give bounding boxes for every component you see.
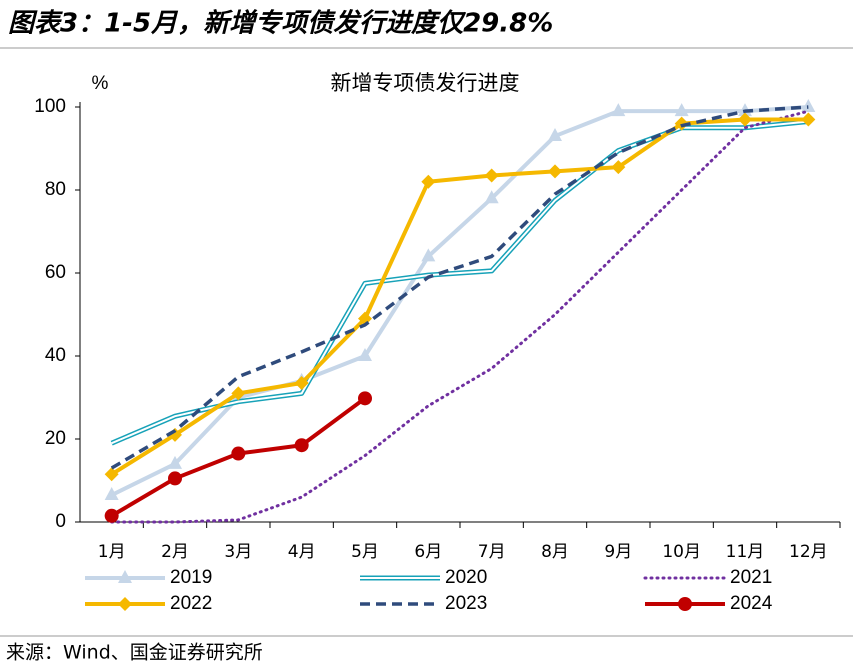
- marker: [168, 471, 182, 486]
- series-line: [110, 117, 809, 476]
- x-tick-label: 7月: [478, 542, 506, 562]
- y-tick-label: 40: [45, 345, 66, 366]
- marker: [358, 311, 372, 326]
- legend-label: 2021: [730, 567, 772, 588]
- legend-marker: [118, 570, 132, 583]
- legend-marker: [678, 597, 692, 611]
- source: 来源：Wind、国金证券研究所: [6, 642, 263, 664]
- marker: [104, 467, 119, 482]
- y-tick-label: 60: [45, 262, 66, 283]
- x-tick-label: 4月: [288, 542, 316, 562]
- marker: [358, 391, 372, 406]
- series-line: [110, 105, 809, 470]
- legend-label: 2019: [170, 567, 212, 588]
- legend-label: 2024: [730, 593, 773, 614]
- marker: [294, 438, 309, 453]
- marker: [294, 375, 309, 390]
- marker: [168, 455, 182, 469]
- y-tick-label: 80: [45, 179, 66, 200]
- marker: [801, 112, 816, 127]
- marker: [801, 99, 816, 112]
- series-line: [110, 105, 809, 497]
- marker: [231, 446, 246, 461]
- marker: [674, 116, 689, 131]
- x-tick-label: 12月: [789, 542, 828, 562]
- y-tick-label: 20: [45, 428, 66, 449]
- marker: [104, 487, 119, 501]
- marker: [421, 174, 436, 189]
- marker: [611, 103, 626, 117]
- legend-label: 2022: [170, 593, 212, 614]
- marker: [421, 248, 436, 262]
- marker: [674, 103, 689, 117]
- series-line: [110, 109, 810, 524]
- y-tick-label: 100: [34, 96, 66, 117]
- marker: [484, 168, 499, 183]
- x-tick-label: 11月: [726, 542, 765, 562]
- legend-label: 2020: [445, 567, 487, 588]
- marker: [358, 348, 372, 361]
- x-tick-label: 1月: [98, 542, 126, 562]
- x-tick-label: 5月: [351, 542, 379, 562]
- x-tick-label: 10月: [662, 542, 701, 562]
- legend-label: 2023: [445, 593, 487, 614]
- marker: [104, 508, 119, 523]
- legend-marker: [118, 597, 132, 611]
- marker: [611, 160, 626, 175]
- marker: [484, 190, 499, 204]
- x-tick-label: 3月: [224, 542, 252, 562]
- marker: [548, 164, 562, 179]
- chart-title: 新增专项债发行进度: [331, 71, 520, 95]
- marker: [738, 112, 752, 127]
- x-tick-label: 2月: [161, 542, 189, 562]
- y-unit: %: [92, 73, 109, 94]
- x-tick-label: 6月: [414, 542, 442, 562]
- header-title: 图表3：1-5月，新增专项债发行进度仅29.8%: [8, 9, 553, 39]
- x-tick-label: 8月: [541, 542, 569, 562]
- y-tick-label: 0: [55, 511, 66, 532]
- marker: [231, 386, 246, 401]
- x-tick-label: 9月: [604, 542, 632, 562]
- marker: [548, 128, 562, 142]
- series-line: [111, 120, 809, 445]
